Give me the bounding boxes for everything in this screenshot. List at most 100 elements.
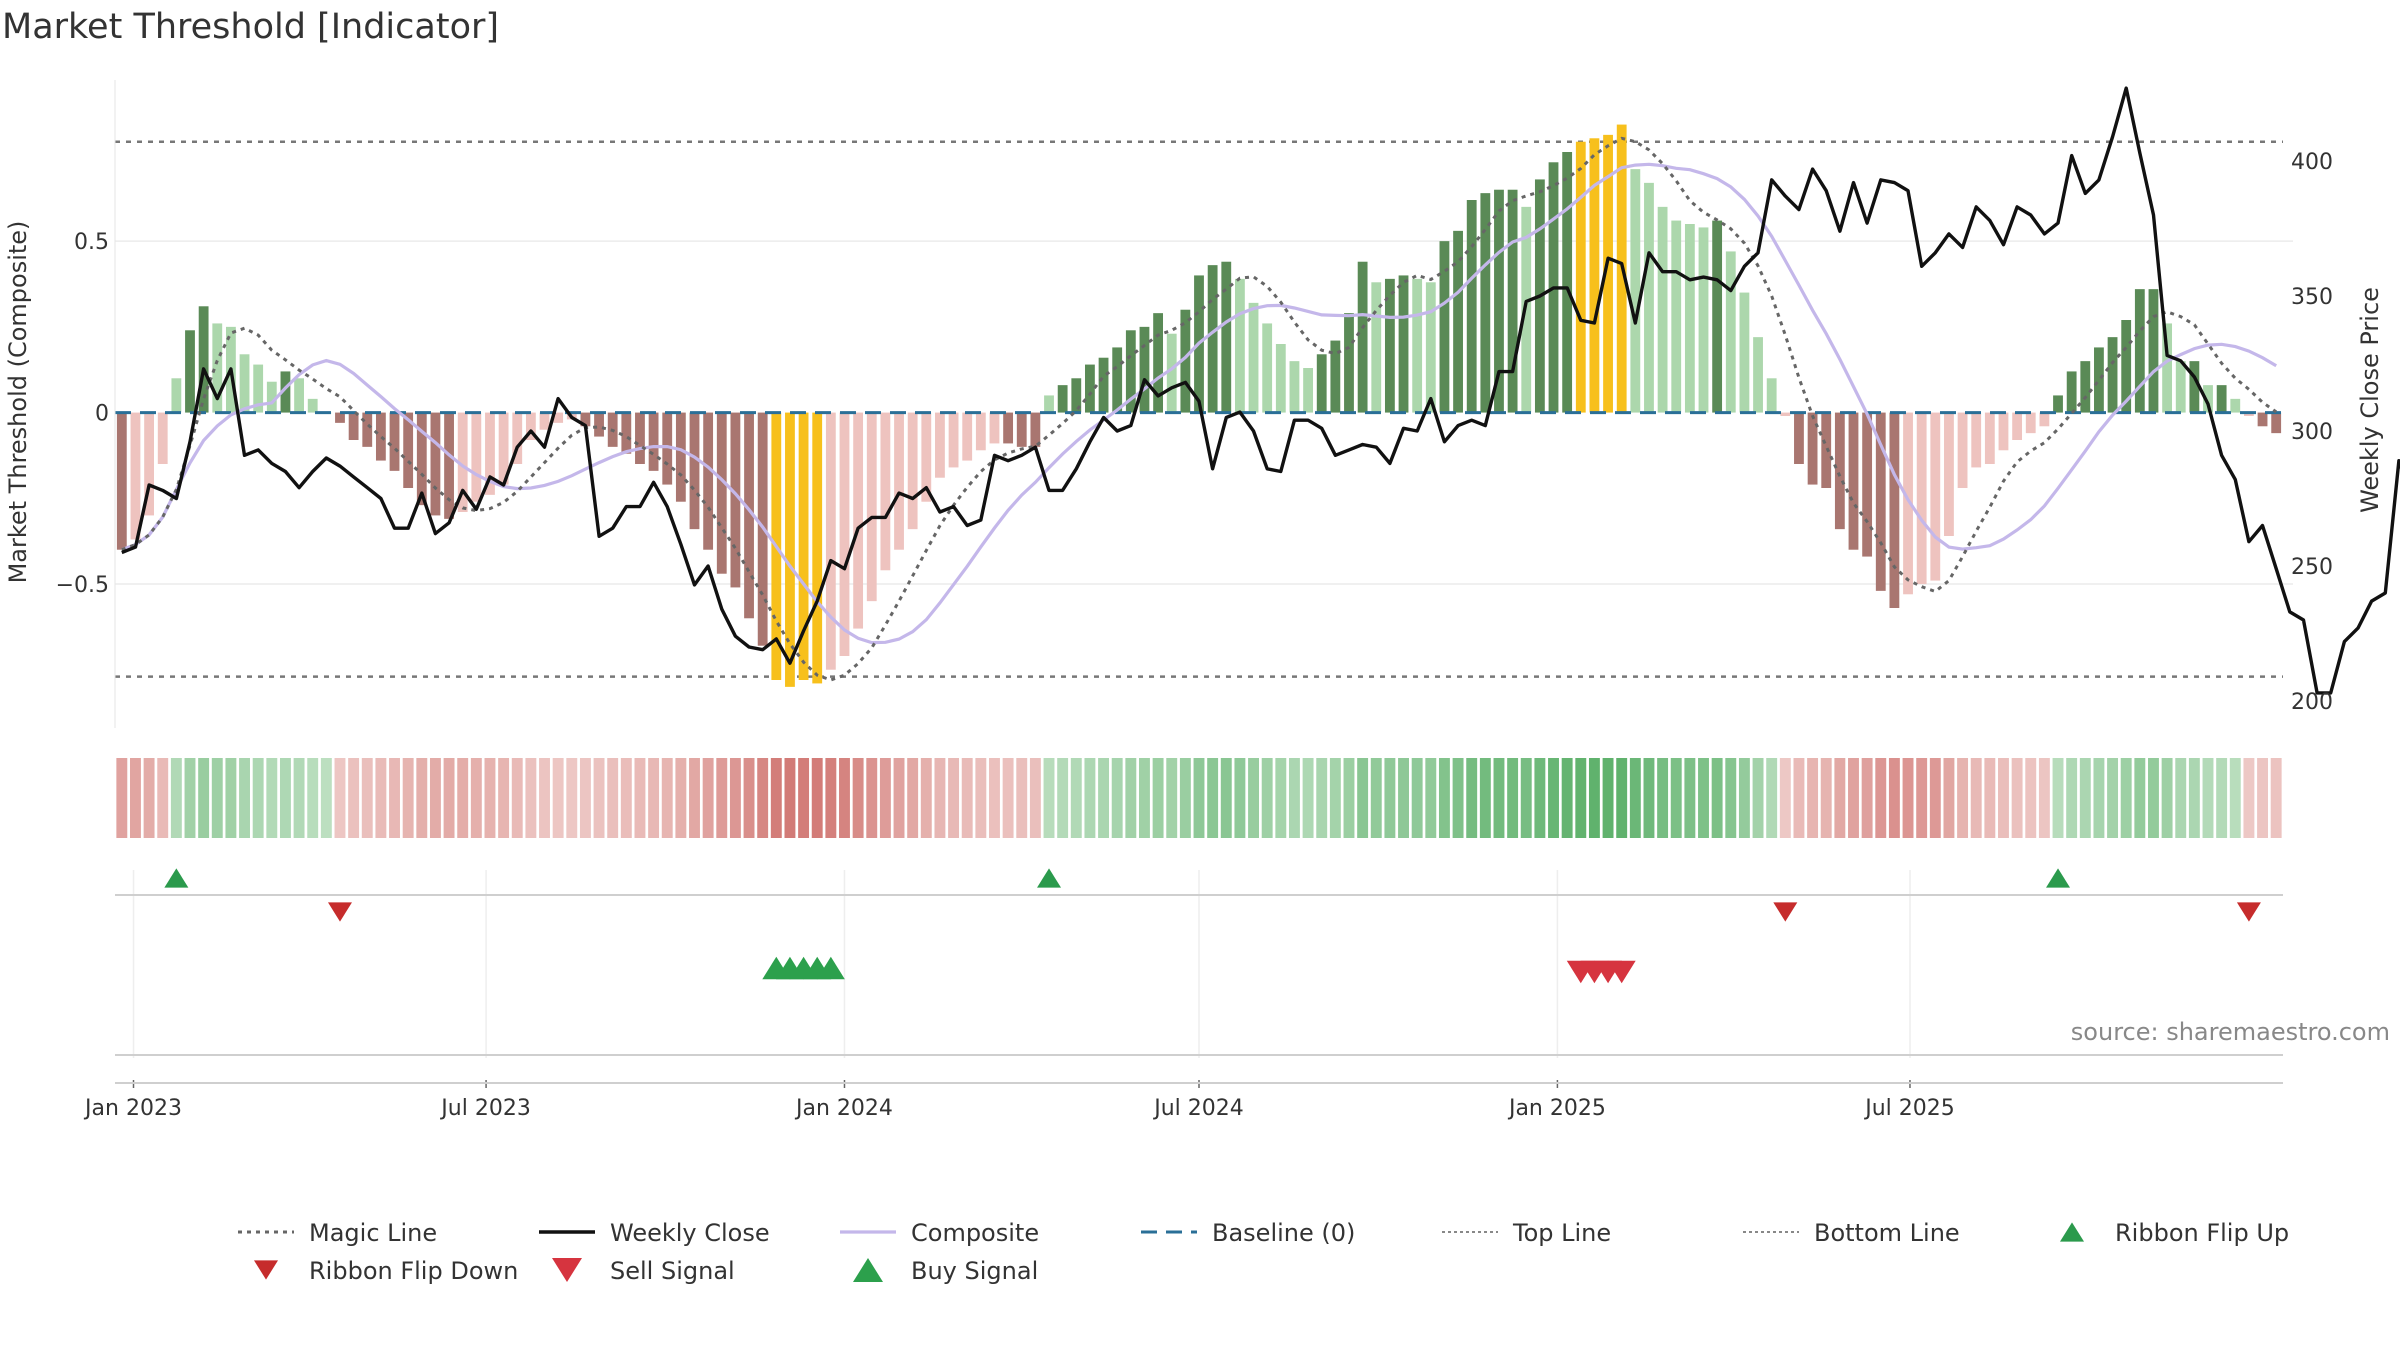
composite-bar bbox=[798, 412, 809, 680]
ribbon-cell bbox=[1548, 758, 1559, 838]
composite-bar bbox=[1003, 412, 1014, 444]
y-tick-label-right: 200 bbox=[2291, 690, 2333, 715]
ribbon-cell bbox=[620, 758, 632, 838]
ribbon-cell bbox=[1357, 758, 1369, 838]
legend-item: Sell Signal bbox=[552, 1257, 735, 1285]
composite-bar bbox=[1862, 412, 1873, 557]
ribbon-cell bbox=[1288, 758, 1300, 838]
ribbon-cell bbox=[539, 758, 550, 838]
composite-bar bbox=[198, 306, 209, 413]
ribbon-cell bbox=[920, 758, 932, 838]
composite-bar bbox=[1030, 412, 1041, 447]
ribbon-cell bbox=[1916, 758, 1928, 838]
ribbon-cell bbox=[1070, 758, 1082, 838]
composite-bar bbox=[1753, 337, 1763, 413]
ribbon-cell bbox=[1902, 758, 1914, 838]
ribbon-cell bbox=[1111, 758, 1123, 838]
ribbon-cell bbox=[1043, 758, 1055, 838]
composite-bar bbox=[1889, 412, 1900, 608]
legend: Magic Line Weekly Close Composite Baseline … bbox=[238, 1219, 2289, 1285]
ribbon-cell bbox=[143, 758, 155, 838]
composite-bar bbox=[1794, 412, 1804, 464]
composite-bar bbox=[2175, 361, 2186, 413]
ribbon-cell bbox=[1970, 758, 1982, 838]
composite-bar bbox=[839, 412, 850, 656]
ribbon-cell bbox=[1698, 758, 1709, 838]
ribbon-cell bbox=[1616, 758, 1628, 838]
ribbon-cell bbox=[2229, 758, 2241, 838]
ribbon-cell bbox=[2257, 758, 2269, 838]
ribbon-cell bbox=[266, 758, 278, 838]
composite-bar bbox=[1166, 333, 1177, 413]
ribbon-cell bbox=[893, 758, 905, 838]
composite-bar bbox=[2244, 412, 2254, 416]
composite-bar bbox=[2271, 412, 2282, 434]
chart-lines bbox=[115, 86, 2400, 695]
ribbon-cell bbox=[1139, 758, 1150, 838]
ribbon-cell bbox=[1575, 758, 1587, 838]
composite-bar bbox=[1671, 220, 1682, 413]
x-tick-label: Jan 2023 bbox=[83, 1096, 182, 1121]
composite-bar bbox=[1630, 169, 1641, 413]
composite-bar bbox=[157, 412, 168, 464]
composite-bar bbox=[1262, 323, 1273, 413]
composite-bar bbox=[444, 412, 454, 519]
composite-bar bbox=[1916, 412, 1927, 584]
ribbon-cell bbox=[1888, 758, 1900, 838]
composite-bar bbox=[1998, 412, 2009, 451]
ribbon-cell bbox=[1275, 758, 1287, 838]
composite-line bbox=[121, 162, 2278, 645]
legend-item: Top Line bbox=[1442, 1219, 1611, 1247]
ribbon-cell bbox=[511, 758, 523, 838]
composite-bar bbox=[1903, 412, 1913, 595]
ribbon-cell bbox=[1561, 758, 1573, 838]
ribbon-cell bbox=[1861, 758, 1873, 838]
ribbon-cell bbox=[1752, 758, 1764, 838]
composite-bar bbox=[348, 412, 359, 440]
axes: −0.5 0 0.5 200 250 300 350 400 bbox=[56, 80, 2333, 728]
composite-bar bbox=[744, 412, 754, 619]
legend-item: Ribbon Flip Up bbox=[2060, 1219, 2289, 1247]
y-axis-label-left: Market Threshold (Composite) bbox=[4, 221, 32, 584]
ribbon-cell bbox=[975, 758, 987, 838]
ribbon-cell bbox=[879, 758, 891, 838]
legend-label: Bottom Line bbox=[1814, 1219, 1960, 1247]
legend-label: Top Line bbox=[1512, 1219, 1611, 1247]
ribbon-cell bbox=[2188, 758, 2200, 838]
ribbon-cell bbox=[2175, 758, 2187, 838]
x-tick-label: Jul 2023 bbox=[439, 1096, 531, 1121]
ribbon-cell bbox=[416, 758, 428, 838]
ribbon-cell bbox=[852, 758, 864, 838]
composite-bar bbox=[553, 412, 564, 423]
composite-bar bbox=[1684, 224, 1695, 413]
composite-bar bbox=[2189, 361, 2200, 413]
ribbon-cell bbox=[689, 758, 700, 838]
ribbon-cell bbox=[334, 758, 346, 838]
composite-bar bbox=[989, 412, 1000, 444]
ribbon-flip-up-marker bbox=[2046, 868, 2071, 888]
composite-bar bbox=[1384, 278, 1395, 413]
ribbon-cell bbox=[1166, 758, 1178, 838]
composite-bar bbox=[1848, 412, 1859, 550]
ribbon-flip-down-marker bbox=[2236, 902, 2261, 922]
legend-item: Buy Signal bbox=[853, 1257, 1038, 1285]
composite-bar bbox=[525, 412, 536, 440]
composite-bar bbox=[471, 412, 482, 502]
ribbon-cell bbox=[1534, 758, 1546, 838]
legend-label: Composite bbox=[911, 1219, 1039, 1247]
ribbon-cell bbox=[1725, 758, 1737, 838]
ribbon-cell bbox=[716, 758, 728, 838]
ribbon-cell bbox=[307, 758, 319, 838]
ribbon-cell bbox=[2134, 758, 2146, 838]
ribbon-cell bbox=[770, 758, 782, 838]
ribbon-cell bbox=[1779, 758, 1791, 838]
ribbon-cell bbox=[116, 758, 128, 838]
composite-bar bbox=[1207, 265, 1218, 413]
ribbon-cell bbox=[2107, 758, 2119, 838]
composite-bar bbox=[1357, 261, 1368, 413]
composite-bar bbox=[1303, 368, 1313, 413]
ribbon-cell bbox=[1629, 758, 1641, 838]
ribbon-cell bbox=[402, 758, 414, 838]
composite-bar bbox=[648, 412, 659, 471]
